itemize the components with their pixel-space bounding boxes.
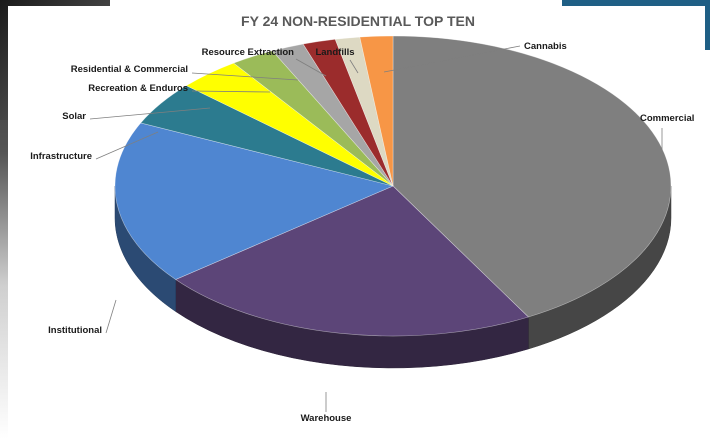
label-solar: Solar: [62, 111, 86, 122]
label-infrastructure: Infrastructure: [30, 151, 92, 162]
leader-line-recreation-and-enduros: [191, 90, 271, 93]
label-cannabis: Cannabis: [524, 41, 567, 52]
label-resource-extraction: Resource Extraction: [202, 47, 295, 58]
pie-slices: [114, 35, 672, 337]
label-warehouse: Warehouse: [301, 413, 352, 424]
label-landfills: Landfills: [315, 47, 354, 58]
leader-line-infrastructure: [95, 131, 159, 160]
slice-warehouse: [175, 185, 529, 337]
leader-line-landfills: [349, 59, 359, 74]
slice-cannabis: [359, 35, 394, 187]
leader-line-resource-extraction: [295, 58, 327, 77]
slice-institutional: [114, 122, 394, 280]
leader-line-institutional: [105, 299, 117, 334]
slice-labels: Commercial Warehouse Institutional Infrastr…: [30, 41, 694, 424]
label-institutional: Institutional: [48, 325, 102, 336]
label-recreation-and-enduros: Recreation & Enduros: [88, 83, 188, 94]
chart-title: FY 24 NON-RESIDENTIAL TOP TEN: [241, 13, 475, 29]
leader-line-cannabis: [383, 45, 521, 73]
leader-line-solar: [89, 107, 211, 120]
label-residential-and-commercial: Residential & Commercial: [71, 64, 188, 75]
leader-lines: [89, 45, 663, 412]
leader-line-residential-and-commercial: [191, 72, 299, 81]
label-commercial: Commercial: [640, 113, 694, 124]
